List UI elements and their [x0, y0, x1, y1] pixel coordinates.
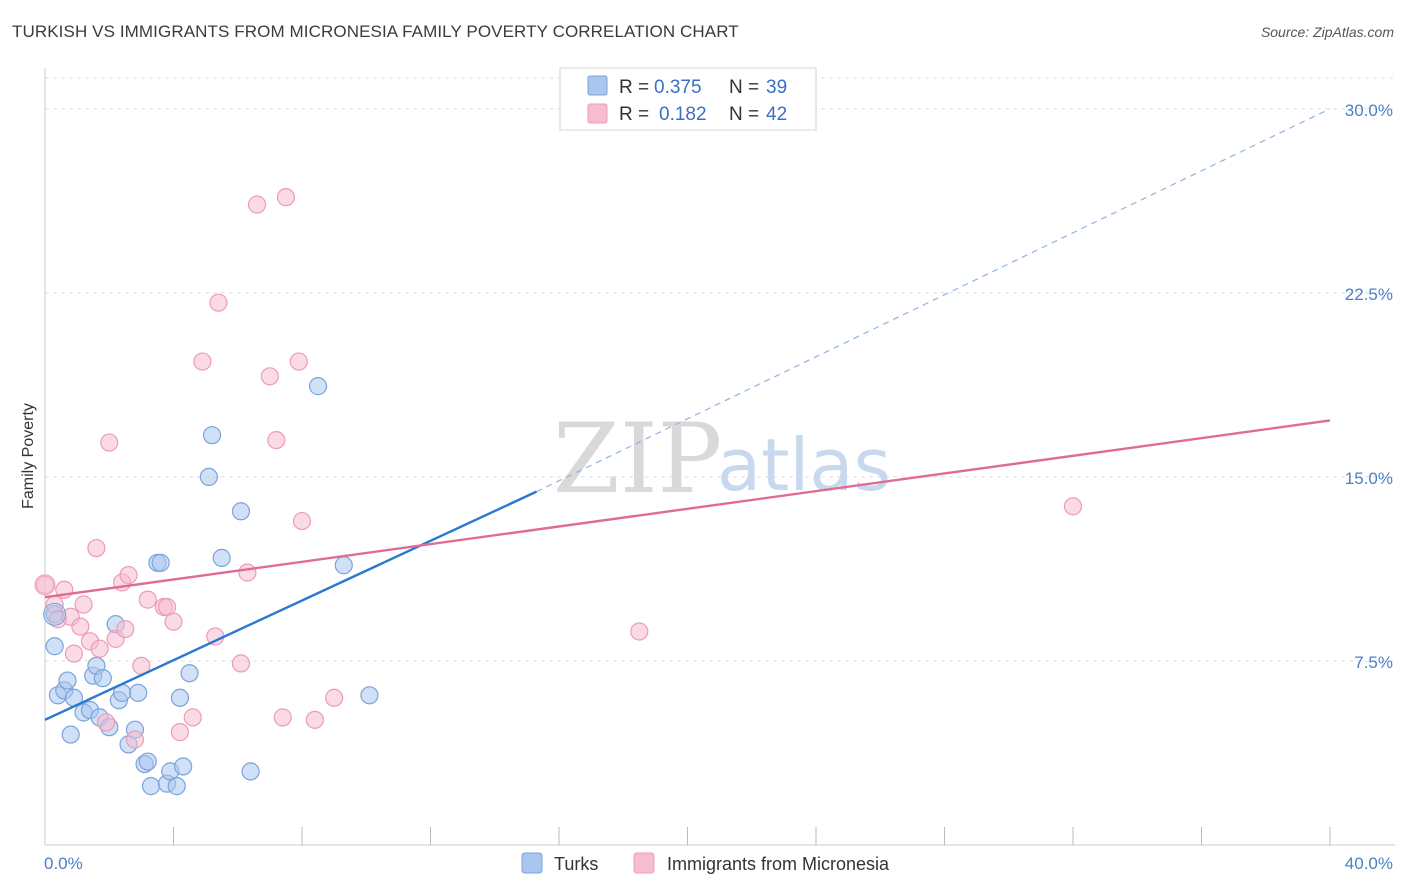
x-tick-label-min: 0.0% [44, 854, 83, 873]
micronesia-point [630, 622, 649, 641]
micronesia-point-large [34, 574, 56, 596]
micronesia-point [35, 575, 55, 594]
turks-point [141, 777, 161, 796]
bottom-legend: Turks Immigrants from Micronesia [521, 852, 890, 874]
micronesia-point [292, 511, 312, 531]
micronesia-point [267, 430, 286, 450]
turks-point [231, 502, 251, 521]
bottom-legend-swatch-micronesia [633, 852, 655, 874]
turks-point [308, 377, 328, 396]
turks-point [199, 467, 218, 487]
bottom-legend-label-micronesia: Immigrants from Micronesia [667, 854, 890, 874]
axes-layer [44, 68, 1395, 846]
legend-n-label-turks: N = [729, 77, 759, 98]
y-tick-label: 30.0% [1345, 101, 1393, 120]
y-tick-label: 7.5% [1354, 653, 1393, 672]
micronesia-point [238, 563, 257, 582]
turks-point [45, 637, 64, 656]
micronesia-point [1063, 497, 1083, 516]
turks-point [202, 426, 222, 445]
turks-point [241, 762, 260, 781]
watermark-atlas: atlas [717, 423, 891, 507]
micronesia-point [64, 644, 84, 663]
legend-swatch-micronesia [587, 103, 608, 124]
y-axis-label: Family Poverty [20, 403, 37, 509]
turks-point [129, 683, 148, 702]
turks-point [151, 553, 170, 572]
micronesia-point [90, 639, 109, 658]
micronesia-point [183, 708, 202, 727]
micronesia-point [209, 293, 228, 312]
micronesia-point [116, 619, 135, 639]
turks-trend-line [44, 490, 538, 721]
bottom-legend-swatch-turks [521, 852, 543, 874]
micronesia-point [138, 590, 157, 609]
legend-r-value-micronesia: 0.182 [659, 104, 707, 125]
micronesia-point [193, 352, 212, 371]
micronesia-point [164, 612, 183, 631]
micronesia-point [100, 433, 119, 452]
x-tick-label-max: 40.0% [1345, 854, 1393, 873]
micronesia-point [71, 617, 90, 636]
micronesia-point [276, 188, 296, 207]
legend-r-value-turks: 0.375 [654, 77, 702, 98]
legend-r-label-turks: R = [619, 77, 649, 98]
micronesia-point [325, 688, 344, 707]
source-label: Source: ZipAtlas.com [1260, 24, 1394, 40]
legend-n-value-micronesia: 42 [766, 104, 787, 125]
micronesia-point [170, 723, 190, 742]
tick-labels-layer: 7.5% 15.0% 22.5% 30.0% 0.0% 40.0% [44, 101, 1393, 873]
legend-box: R = 0.375 N = 39 R = 0.182 N = 42 [559, 67, 817, 131]
micronesia-point [273, 708, 292, 727]
points-layer [34, 188, 1083, 796]
turks-point [58, 671, 77, 690]
micronesia-point [231, 654, 251, 673]
legend-n-label-micronesia: N = [729, 104, 759, 125]
turks-point [212, 548, 231, 567]
legend-r-label-micronesia: R = [619, 104, 649, 125]
legend-swatch-turks [587, 75, 608, 96]
micronesia-trend-line [44, 419, 1331, 599]
turks-point-large [43, 602, 67, 626]
turks-point [180, 664, 199, 683]
watermark-zip: ZIP [553, 403, 722, 515]
y-tick-label: 22.5% [1345, 285, 1393, 304]
micronesia-point [289, 352, 308, 371]
turks-point [174, 757, 193, 776]
turks-point [170, 688, 190, 707]
turks-point [360, 686, 379, 705]
micronesia-point [119, 565, 138, 585]
micronesia-point [96, 713, 116, 732]
turks-point [138, 752, 157, 771]
y-tick-label: 15.0% [1345, 469, 1393, 488]
watermark: ZIP atlas [553, 403, 891, 515]
micronesia-point [305, 710, 324, 729]
turks-point [93, 669, 112, 688]
turks-point [167, 777, 186, 796]
bottom-legend-label-turks: Turks [554, 854, 598, 874]
chart-title: TURKISH VS IMMIGRANTS FROM MICRONESIA FA… [12, 22, 739, 41]
trend-lines-layer [44, 108, 1331, 721]
turks-trend-extension [536, 108, 1331, 493]
turks-point [334, 556, 353, 575]
legend-n-value-turks: 39 [766, 77, 787, 98]
micronesia-point [87, 538, 106, 558]
micronesia-point [247, 195, 267, 214]
micronesia-point [74, 595, 93, 614]
turks-point [61, 725, 80, 744]
micronesia-point [125, 730, 145, 749]
micronesia-point [260, 367, 279, 386]
